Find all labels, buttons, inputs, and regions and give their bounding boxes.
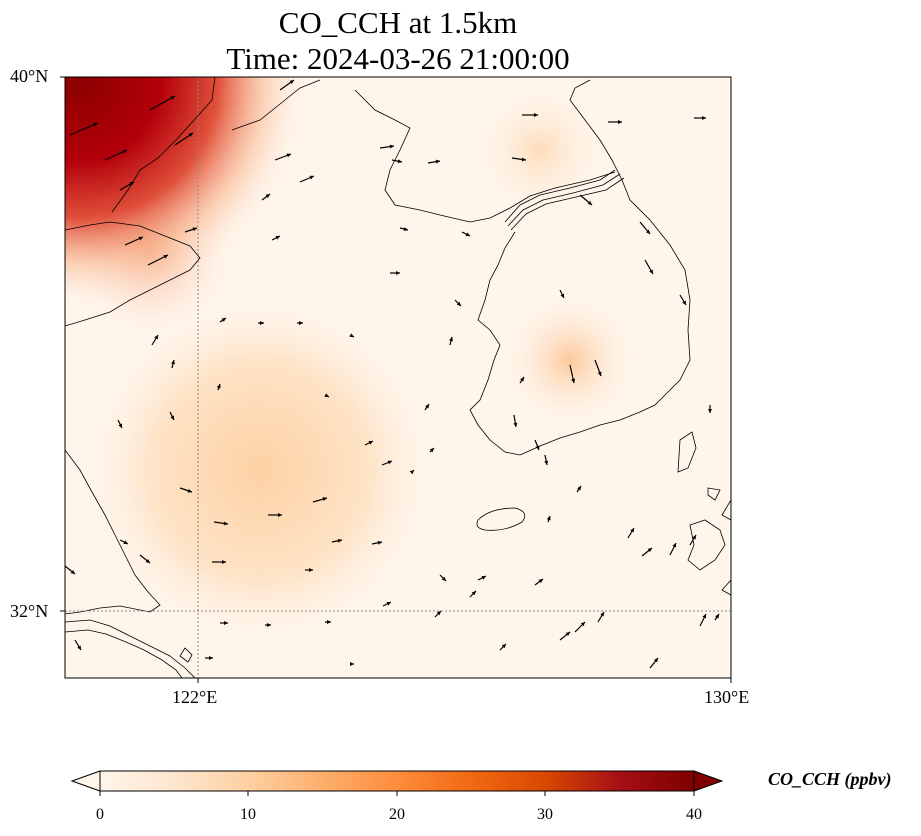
wind-vectors: [65, 79, 720, 669]
colorbar-min-extension: [70, 770, 101, 792]
map-time: Time: 2024-03-26 21:00:00: [226, 41, 570, 76]
colorbar-tick-10: 10: [240, 806, 256, 823]
lon-label-122e: 122°E: [172, 687, 218, 707]
colorbar-label: CO_CCH (ppbv): [768, 769, 892, 789]
coastlines: [65, 77, 731, 678]
map-frame: [64, 76, 732, 679]
lon-label-130e: 130°E: [704, 687, 750, 707]
colorbar: [70, 770, 724, 796]
colorbar-tick-20: 20: [389, 806, 405, 823]
axis-ticks: [60, 76, 732, 683]
colorbar-tick-40: 40: [686, 806, 702, 823]
gridlines: [65, 77, 731, 678]
colorbar-tick-0: 0: [96, 806, 104, 823]
concentration-field: [65, 77, 731, 678]
lat-label-32n: 32°N: [10, 601, 49, 621]
lat-label-40n: 40°N: [10, 66, 49, 86]
map-title: CO_CCH at 1.5km: [278, 5, 518, 40]
colorbar-tick-30: 30: [537, 806, 553, 823]
colorbar-max-extension: [693, 770, 724, 792]
